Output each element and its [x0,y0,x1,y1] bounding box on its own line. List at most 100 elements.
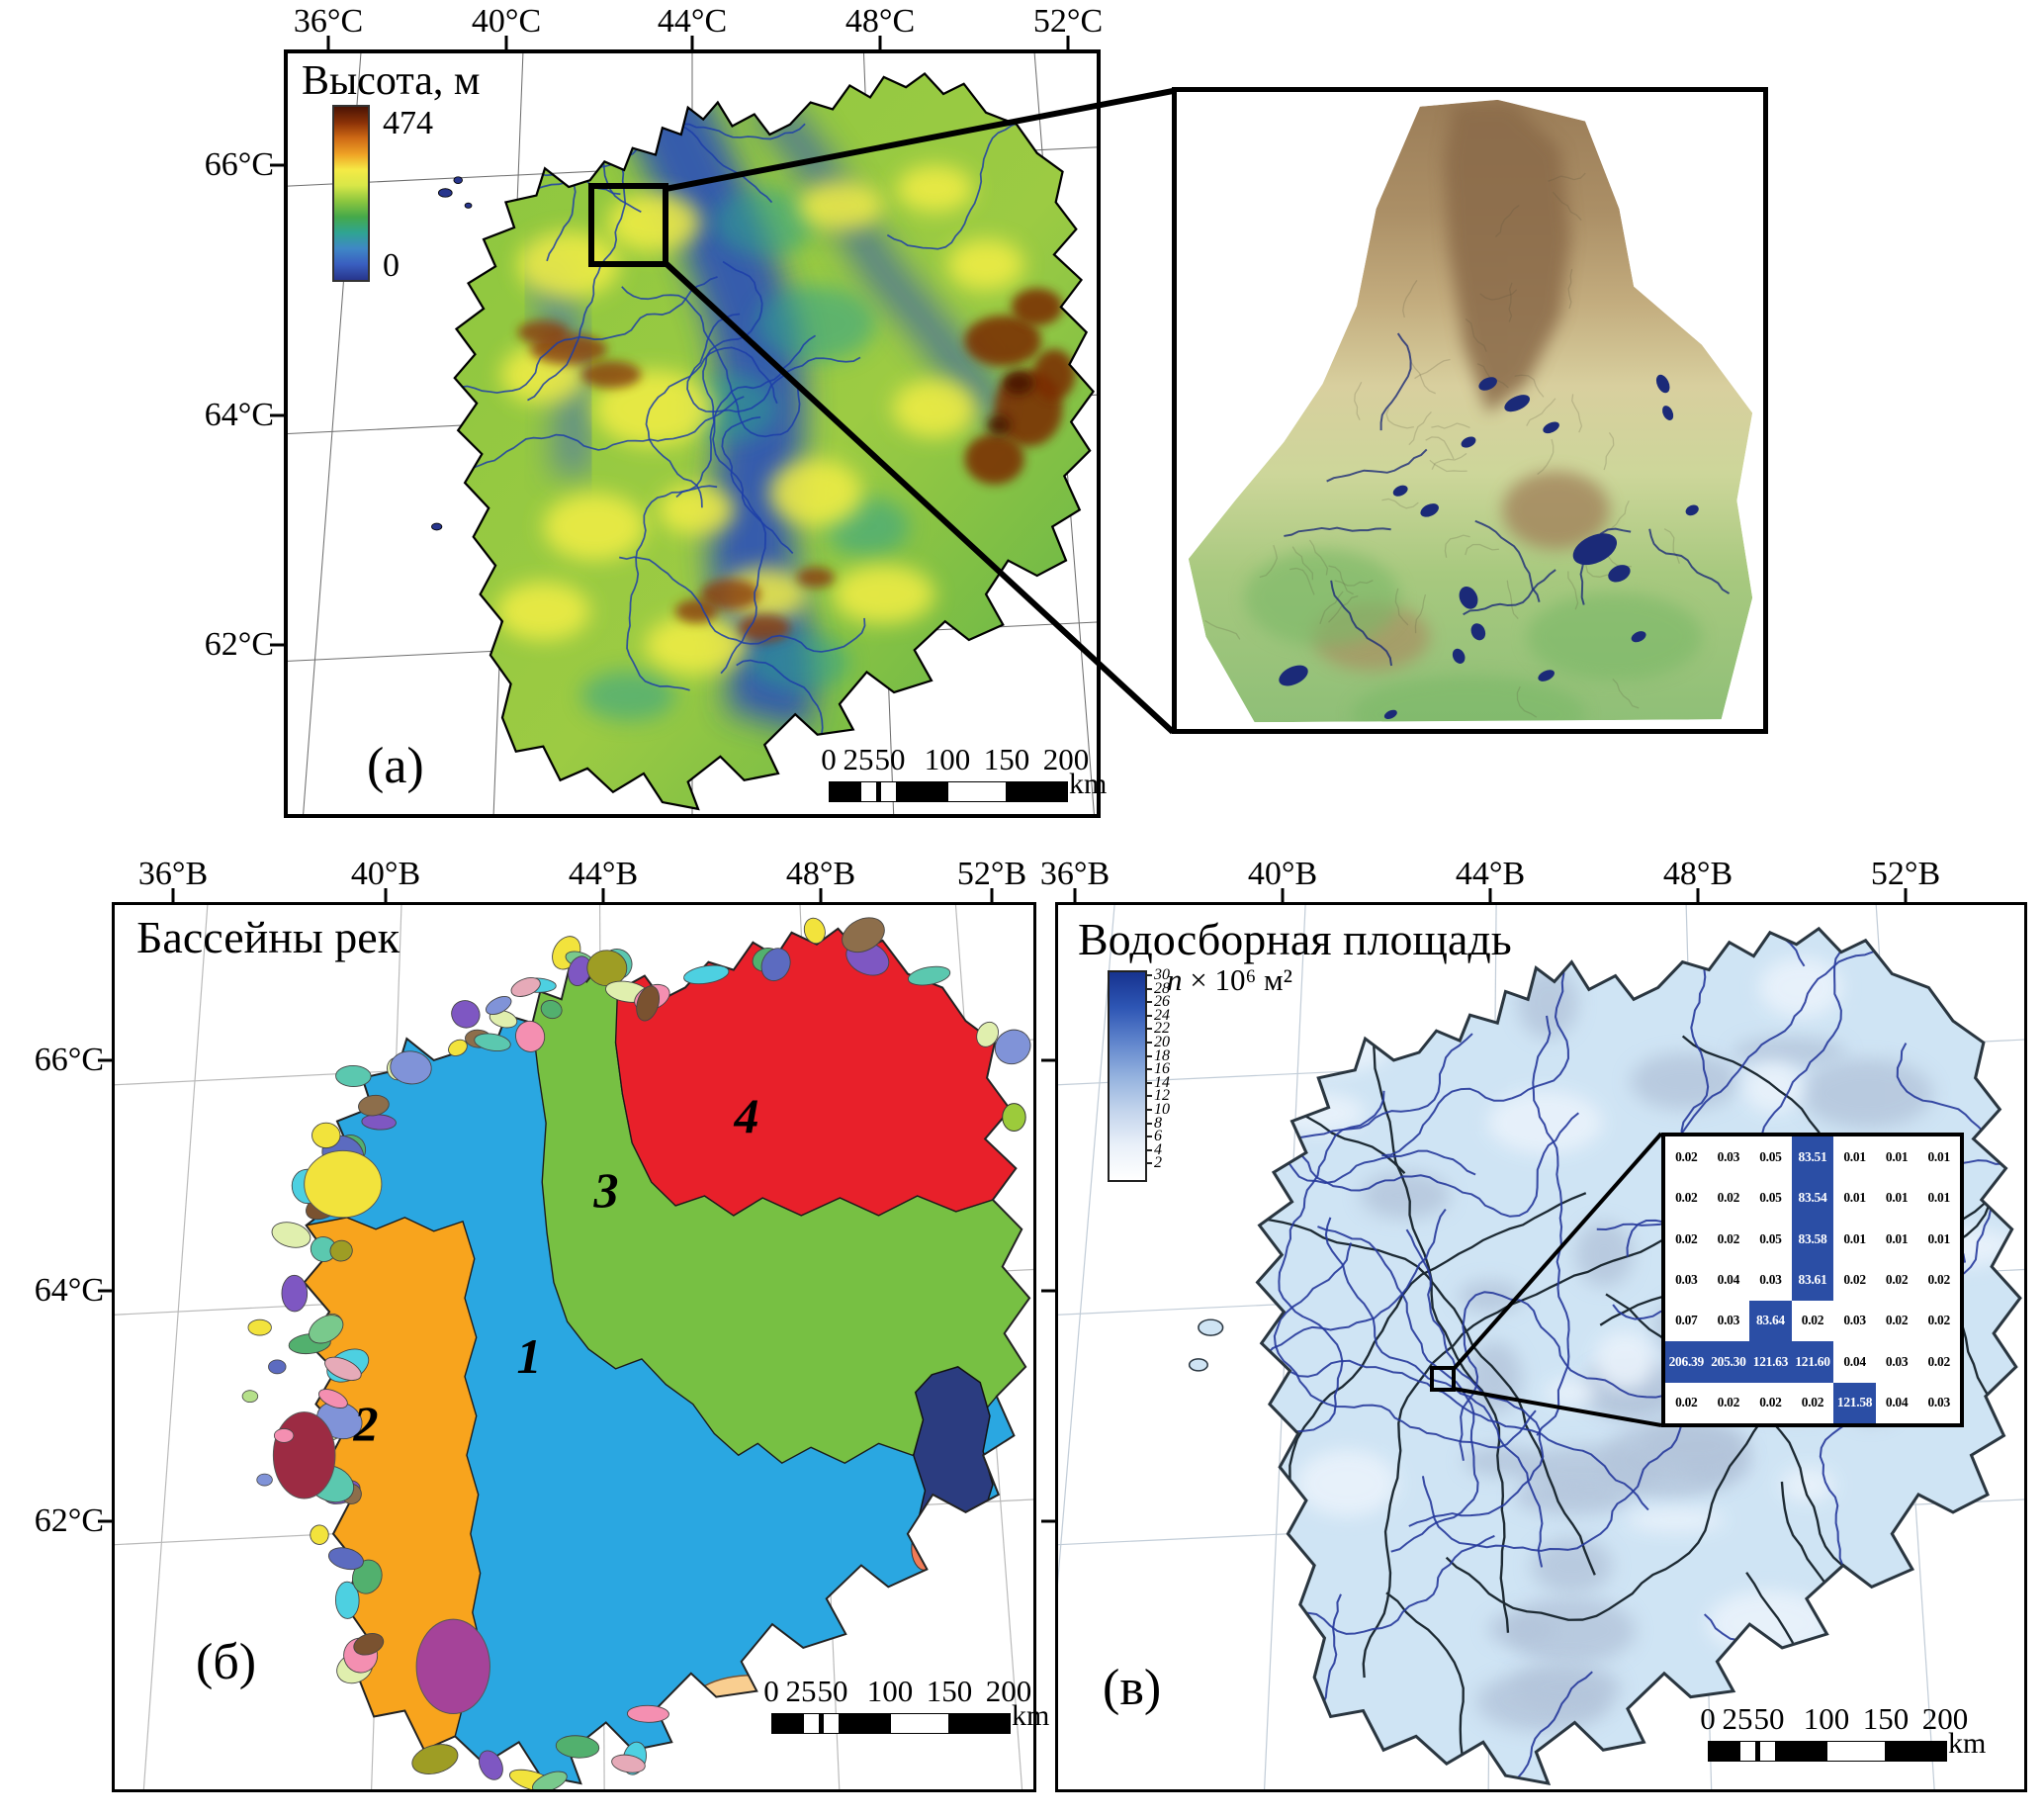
scalebar-b-unit: km [1012,1699,1050,1732]
colorbar-tick-mark [1145,1081,1152,1084]
elevation-colorbar [332,105,370,282]
colorbar-tick-26: 26 [1154,993,1170,1011]
table-cell: 83.64 [1749,1300,1792,1342]
table-cell: 0.07 [1675,1313,1698,1328]
accumulation-table: 0.02 0.03 0.05 83.51 0.01 0.01 0.01 0.02 0.02 0.0… [1661,1133,1964,1427]
scalebar-v: 0 25 50 100 150 200 km [1700,1701,2004,1769]
table-cell: 121.63 [1749,1341,1792,1383]
table-cell: 83.61 [1791,1259,1834,1301]
table-cell: 0.01 [1843,1148,1866,1164]
colorbar-tick-22: 22 [1154,1020,1170,1038]
scalebar-b-100: 100 [866,1674,914,1708]
accumulation-legend: n × 10⁶ м² [1167,962,1292,998]
colorbar-tick-mark [1145,1095,1152,1098]
scalebar-b: 0 25 50 100 150 200 km [763,1674,1068,1741]
table-cell: 0.02 [1885,1313,1909,1328]
scalebar-b-0: 0 [763,1674,779,1708]
scalebar-b-200: 200 [985,1674,1032,1708]
table-cell: 0.02 [1801,1395,1824,1410]
table-cell: 83.54 [1791,1177,1834,1219]
panel-a-label: (а) [367,738,424,794]
colorbar-tick-4: 4 [1154,1140,1162,1158]
colorbar-tick-mark [1145,1136,1152,1138]
scalebar-v-50: 50 [1753,1701,1785,1736]
table-cell: 0.03 [1717,1313,1740,1328]
axis-a-lon-44: 44°С [657,3,728,40]
table-cell: 0.03 [1927,1395,1950,1410]
table-cell: 0.02 [1843,1271,1866,1287]
scalebar-v-unit: km [1948,1727,1987,1760]
colorbar-tick-mark [1145,1014,1152,1017]
table-cell: 0.01 [1885,1148,1909,1164]
table-cell: 0.03 [1675,1271,1698,1287]
colorbar-tick-8: 8 [1154,1114,1162,1132]
table-cell: 0.02 [1717,1190,1740,1206]
scalebar-b-50: 50 [817,1674,848,1708]
axis-b-lon-36: 36°В [137,856,209,892]
axis-a-lon-40: 40°С [471,3,542,40]
scalebar-v-200: 200 [1921,1701,1969,1736]
terrain-3d-inset [1172,87,1768,734]
table-cell: 0.02 [1759,1395,1782,1410]
basin-label-3: 3 [593,1162,619,1218]
table-cell: 0.02 [1675,1148,1698,1164]
colorbar-tick-mark [1145,1122,1152,1125]
accumulation-colorbar [1108,970,1147,1182]
colorbar-tick-28: 28 [1154,979,1170,997]
panel-a-elevation-map: Высота, м 474 0 (а) [284,49,1101,818]
table-cell: 0.02 [1717,1395,1740,1410]
colorbar-tick-24: 24 [1154,1006,1170,1024]
table-cell: 0.05 [1759,1190,1782,1206]
table-cell: 206.39 [1665,1341,1708,1383]
table-cell: 0.03 [1885,1353,1909,1369]
colorbar-tick-12: 12 [1154,1087,1170,1105]
colorbar-tick-mark [1145,987,1152,990]
scalebar-a: 0 25 50 100 150 200 km [821,742,1125,809]
table-cell: 0.01 [1843,1190,1866,1206]
panel-b-label: (б) [196,1634,257,1690]
axis-v-lon-52: 52°В [1870,856,1941,892]
scalebar-a-bar [829,781,1068,802]
scalebar-a-100: 100 [924,742,971,776]
colorbar-tick-20: 20 [1154,1034,1170,1050]
colorbar-tick-mark [1145,1042,1152,1044]
table-cell: 0.02 [1801,1313,1824,1328]
colorbar-tick-mark [1145,1054,1152,1057]
scalebar-v-100: 100 [1803,1701,1850,1736]
axis-b-lon-52: 52°В [956,856,1027,892]
basin-label-4: 4 [734,1088,759,1143]
colorbar-tick-mark [1145,974,1152,976]
table-cell: 0.04 [1717,1271,1740,1287]
table-cell: 83.51 [1791,1136,1834,1178]
table-cell: 121.58 [1833,1382,1876,1423]
panel-b-title: Бассейны рек [136,912,400,962]
table-cell: 0.03 [1759,1271,1782,1287]
basin-label-2: 2 [353,1396,379,1451]
scalebar-a-25: 25 [843,742,874,776]
panel-b-river-basins-map: Бассейны рек 4 3 1 2 (б) [112,902,1036,1792]
axis-a-lon-36: 36°С [293,3,364,40]
colorbar-tick-mark [1145,1068,1152,1071]
colorbar-tick-10: 10 [1154,1101,1170,1118]
colorbar-tick-mark [1145,1109,1152,1111]
table-cell: 0.02 [1675,1230,1698,1246]
axis-v-lon-36: 36°В [1039,856,1111,892]
axis-a-lon-52: 52°С [1032,3,1104,40]
table-cell: 0.01 [1843,1230,1866,1246]
basin-label-1: 1 [516,1328,542,1384]
scalebar-v-150: 150 [1862,1701,1910,1736]
axis-b-lon-48: 48°В [785,856,856,892]
table-cell: 0.02 [1885,1271,1909,1287]
table-cell: 83.58 [1791,1218,1834,1260]
scalebar-a-unit: km [1069,768,1108,800]
elevation-colorbar-max: 474 [383,105,433,141]
table-cell: 205.30 [1707,1341,1750,1383]
table-cell: 0.05 [1759,1230,1782,1246]
axis-v-lon-48: 48°В [1662,856,1733,892]
colorbar-tick-18: 18 [1154,1046,1170,1064]
panel-v-title: Водосборная площадь [1078,914,1512,964]
table-cell: 0.01 [1885,1230,1909,1246]
table-cell: 0.02 [1927,1271,1950,1287]
colorbar-tick-16: 16 [1154,1060,1170,1078]
